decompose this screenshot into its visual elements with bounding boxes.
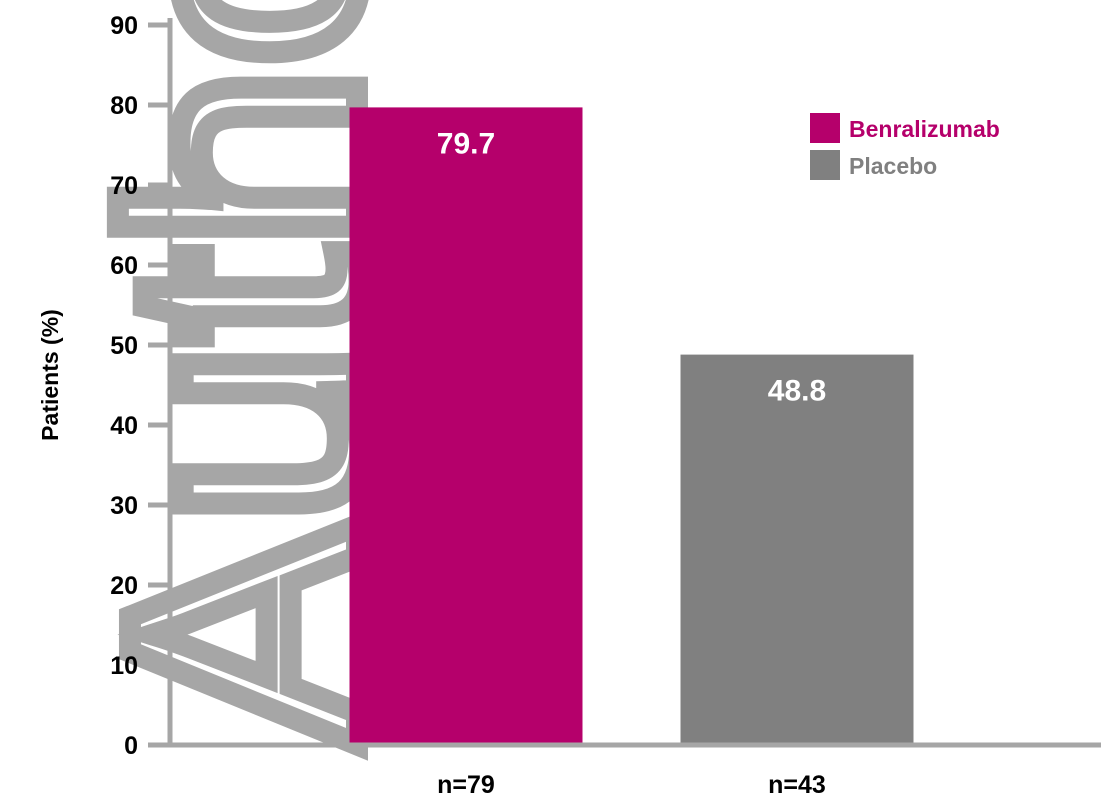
- y-tick-label: 50: [110, 332, 138, 360]
- value-label-benralizumab: 79.7: [437, 127, 495, 160]
- y-tick-label: 10: [110, 652, 138, 680]
- x-category-label: n=79: [437, 771, 495, 799]
- legend-swatch-benralizumab: [810, 113, 840, 143]
- x-category-label: n=43: [768, 771, 826, 799]
- legend-swatch-placebo: [810, 150, 840, 180]
- y-tick-label: 0: [124, 732, 138, 760]
- bar-benralizumab: [349, 107, 583, 745]
- y-tick-label: 20: [110, 572, 138, 600]
- legend-label-benralizumab: Benralizumab: [849, 116, 1000, 142]
- legend-label-placebo: Placebo: [849, 153, 937, 179]
- value-label-placebo: 48.8: [768, 375, 826, 408]
- y-tick-label: 90: [110, 12, 138, 40]
- y-tick-label: 30: [110, 492, 138, 520]
- y-tick-label: 70: [110, 172, 138, 200]
- bar-placebo: [680, 354, 914, 745]
- y-tick-label: 80: [110, 92, 138, 120]
- y-axis-label: Patients (%): [37, 309, 63, 441]
- y-tick-label: 60: [110, 252, 138, 280]
- y-tick-label: 40: [110, 412, 138, 440]
